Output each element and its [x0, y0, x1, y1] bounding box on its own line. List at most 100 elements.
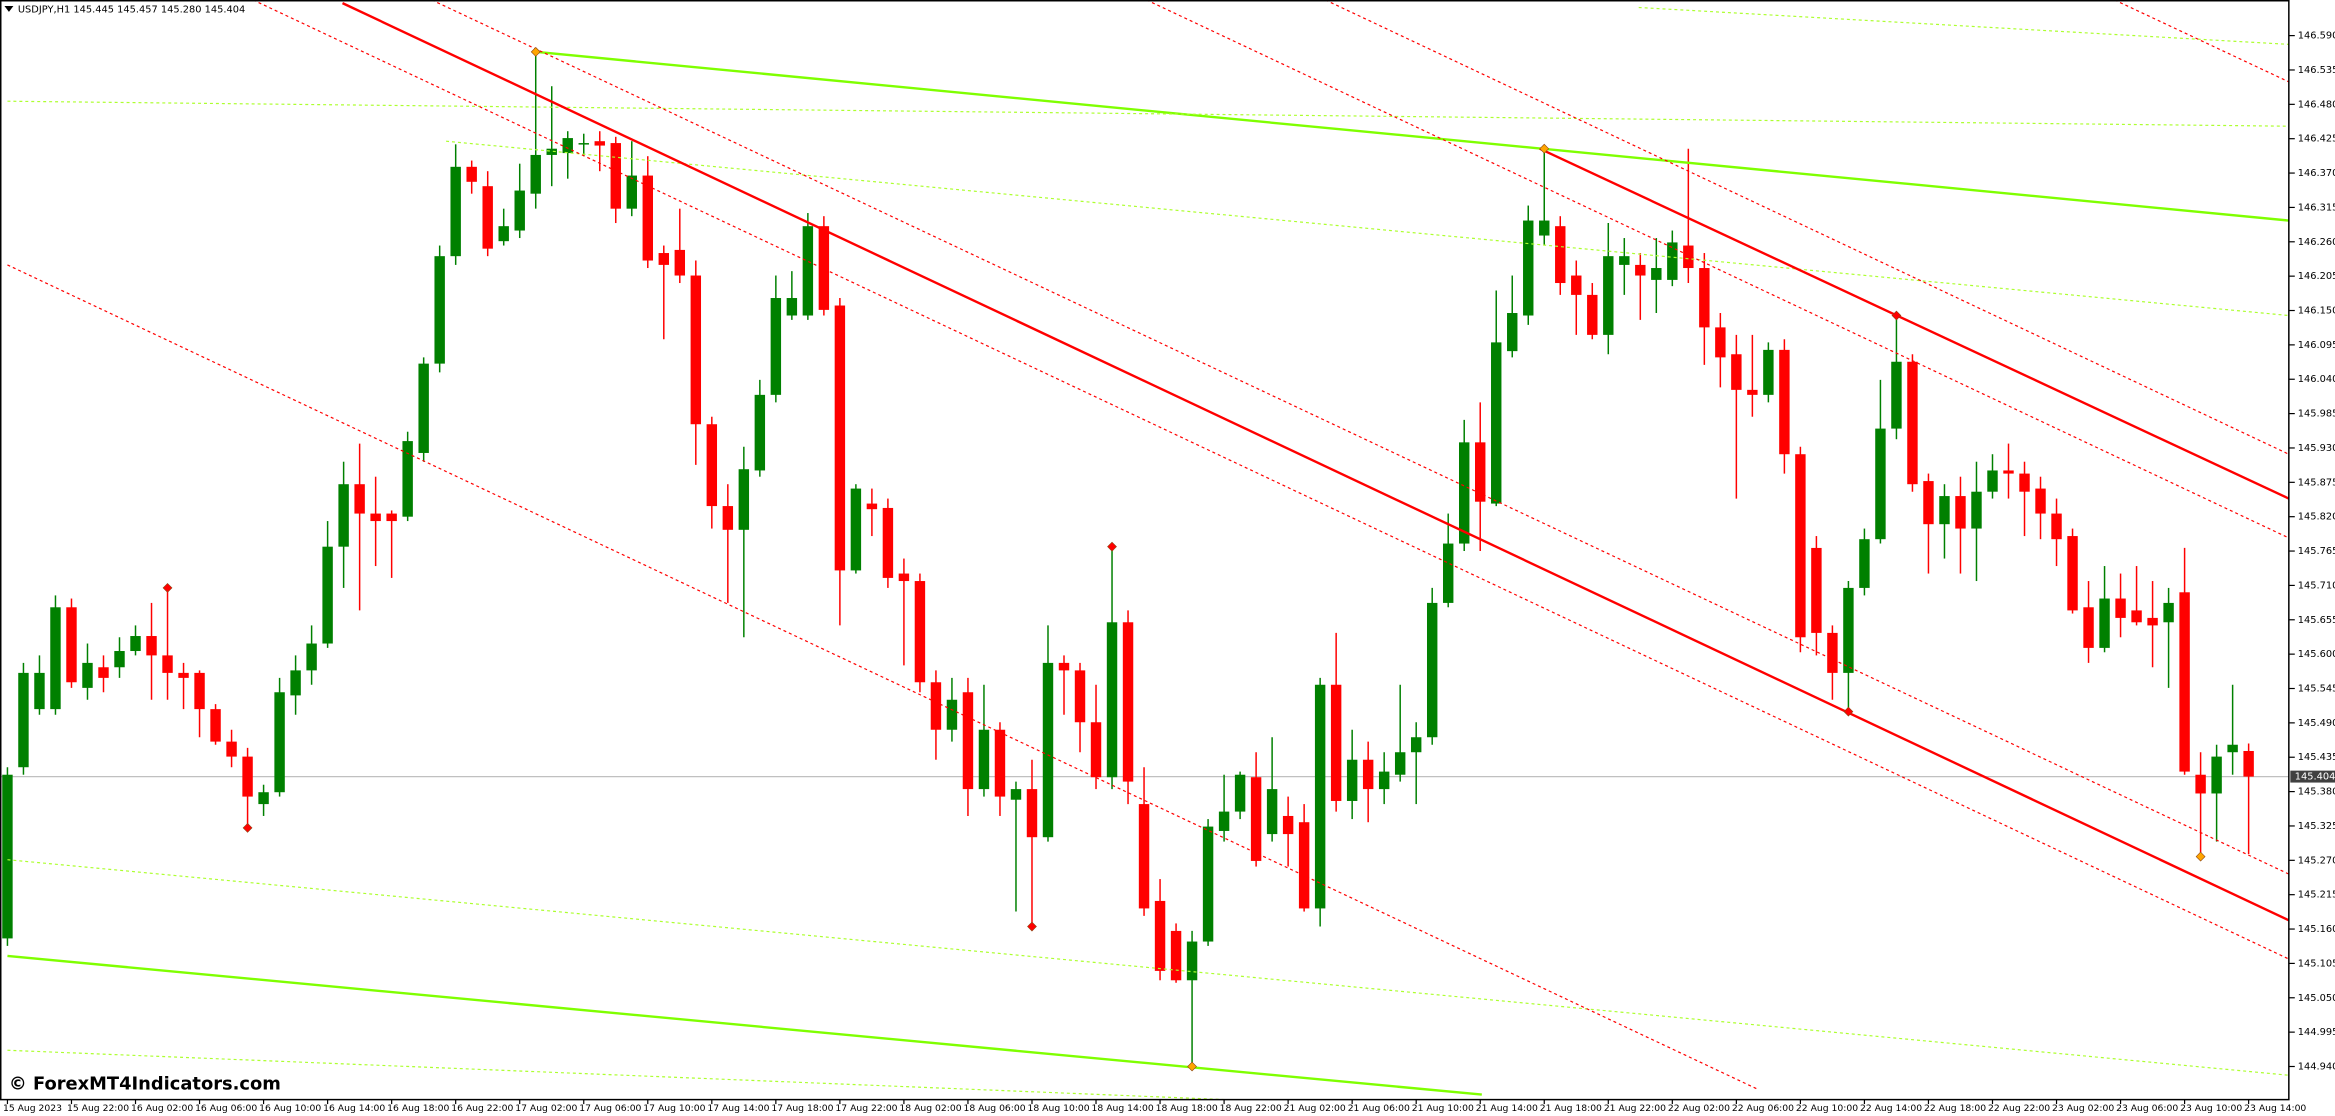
candle-body	[546, 148, 557, 155]
x-tick-label: 22 Aug 22:00	[1988, 1103, 2050, 1114]
candle-body	[1410, 737, 1422, 753]
candle-body	[370, 513, 381, 522]
candle-body	[1106, 622, 1118, 778]
x-tick-label: 18 Aug 18:00	[1156, 1103, 1218, 1114]
candle-body	[1763, 349, 1774, 395]
channel-line	[1146, 0, 2289, 539]
candle-body	[210, 709, 221, 742]
channel-line	[341, 2, 2289, 922]
candle-body	[690, 275, 702, 425]
candle-body	[146, 636, 157, 656]
candle-body	[594, 141, 605, 146]
y-tick-label: 145.325	[2298, 821, 2335, 832]
candle-body	[34, 672, 45, 710]
x-tick-label: 23 Aug 06:00	[2116, 1103, 2178, 1114]
candle-body	[818, 226, 830, 310]
y-tick-label: 145.985	[2298, 409, 2335, 420]
candle-body	[898, 573, 910, 582]
candle-body	[1987, 470, 1998, 492]
candle-body	[1507, 313, 1518, 352]
x-tick-label: 21 Aug 22:00	[1604, 1103, 1666, 1114]
candle-body	[194, 672, 205, 710]
candle-body	[162, 655, 173, 673]
candle-body	[738, 469, 750, 530]
candle-body	[1971, 491, 1982, 529]
y-tick-label: 146.425	[2298, 134, 2335, 145]
candle-body	[962, 692, 974, 790]
candle-body	[258, 792, 269, 805]
x-tick-label: 16 Aug 06:00	[195, 1103, 257, 1114]
y-tick-label: 145.380	[2298, 787, 2335, 798]
candle-body	[626, 175, 637, 209]
candle-body	[1651, 268, 1662, 280]
channel-line	[1638, 6, 2289, 45]
candle-body	[418, 363, 429, 453]
candle-body	[2083, 607, 2094, 648]
candle-body	[914, 581, 926, 683]
fractal-marker	[1107, 541, 1117, 552]
candle-body	[66, 607, 77, 683]
candle-body	[1122, 622, 1134, 782]
candle-body	[98, 667, 109, 678]
channel-line	[1539, 147, 2289, 500]
candle-body	[50, 607, 61, 710]
watermark: © ForexMT4Indicators.com	[9, 1074, 281, 1095]
candle-body	[1891, 361, 1902, 429]
x-tick-label: 16 Aug 10:00	[259, 1103, 321, 1114]
candle-body	[882, 507, 894, 578]
channel-line	[535, 50, 2289, 222]
x-tick-label: 16 Aug 18:00	[387, 1103, 449, 1114]
candle-body	[530, 154, 541, 194]
candle-body	[1843, 587, 1854, 673]
x-tick-label: 21 Aug 18:00	[1540, 1103, 1602, 1114]
y-tick-label: 146.205	[2298, 271, 2335, 282]
candle-body	[1090, 722, 1102, 778]
candle-body	[1346, 759, 1358, 801]
symbol-icon	[4, 5, 14, 12]
candle-body	[1715, 327, 1726, 358]
x-tick-label: 15 Aug 22:00	[67, 1103, 129, 1114]
x-tick-label: 17 Aug 06:00	[579, 1103, 641, 1114]
candle-body	[226, 741, 237, 757]
candle-body	[466, 166, 477, 182]
candle-body	[1442, 543, 1454, 603]
y-tick-label: 145.435	[2298, 752, 2335, 763]
candle-body	[2003, 470, 2014, 474]
candle-body	[1282, 815, 1294, 835]
candle-body	[178, 672, 189, 678]
candle-body	[610, 143, 621, 209]
channel-line	[7, 1049, 1241, 1100]
y-tick-label: 146.315	[2298, 202, 2335, 213]
fractal-marker	[1187, 1061, 1197, 1072]
candle-body	[1491, 342, 1502, 504]
x-tick-label: 17 Aug 10:00	[643, 1103, 705, 1114]
y-tick-label: 146.040	[2298, 374, 2335, 385]
candle-body	[1010, 789, 1022, 800]
x-tick-label: 16 Aug 02:00	[131, 1103, 193, 1114]
y-tick-label: 146.590	[2298, 31, 2335, 42]
candle-body	[1202, 826, 1214, 942]
candle-body	[1218, 811, 1230, 831]
x-tick-label: 17 Aug 02:00	[515, 1103, 577, 1114]
x-tick-label: 22 Aug 18:00	[1924, 1103, 1986, 1114]
candle-body	[1250, 777, 1262, 861]
candle-body	[770, 298, 782, 395]
channel-line	[1325, 0, 2289, 455]
fractal-marker	[242, 822, 253, 833]
fractal-marker	[530, 46, 541, 57]
x-tick-label: 16 Aug 22:00	[451, 1103, 513, 1114]
candle-body	[722, 506, 734, 530]
x-tick-label: 22 Aug 06:00	[1732, 1103, 1794, 1114]
candle-body	[1779, 349, 1790, 455]
y-tick-label: 146.260	[2298, 237, 2335, 248]
candle-body	[1074, 670, 1086, 723]
x-tick-label: 18 Aug 02:00	[899, 1103, 961, 1114]
candle-body	[2179, 592, 2190, 772]
y-tick-label: 145.875	[2298, 477, 2335, 488]
candle-body	[1330, 684, 1342, 801]
candle-body	[1619, 256, 1630, 265]
candle-body	[2067, 536, 2078, 611]
candle-body	[866, 503, 878, 510]
fractal-marker	[1539, 143, 1550, 154]
